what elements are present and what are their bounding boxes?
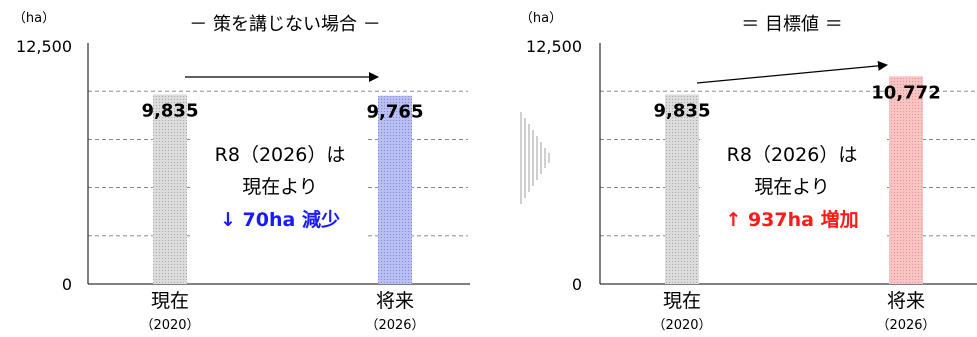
- y-tick-label-max: 12,500: [526, 37, 582, 56]
- unit-label: （ha）: [520, 11, 562, 26]
- value-label-current: 9,835: [654, 100, 711, 121]
- annotation-line1: R8（2026）は: [215, 144, 346, 166]
- unit-label: （ha）: [13, 11, 55, 26]
- y-tick-label-max: 12,500: [16, 37, 72, 56]
- annotation-change: ↑ 937ha 増加: [725, 208, 858, 231]
- y-tick-label-zero: 0: [572, 275, 582, 294]
- chart-title: ＝ 目標値 ＝: [741, 14, 842, 35]
- category-label-future: 将来: [887, 290, 925, 312]
- annotation-change: ↓ 70ha 減少: [220, 208, 340, 231]
- category-year-current: （2020）: [652, 318, 711, 333]
- bar-future: [378, 95, 412, 284]
- chart-title: － 策を講じない場合 －: [189, 14, 380, 35]
- value-label-current: 9,835: [142, 100, 199, 121]
- category-label-current: 現在: [663, 290, 701, 312]
- chart-panel-target: ＝ 目標値 ＝ （ha） 12,500 0 9,835 10,772 現在 （2…: [520, 11, 977, 333]
- category-year-future: （2026）: [365, 318, 424, 333]
- chart-panel-no-measures: － 策を講じない場合 － （ha） 12,500 0 9,835 9,765 現…: [13, 11, 470, 333]
- bar-future: [889, 76, 923, 284]
- category-year-future: （2026）: [876, 318, 935, 333]
- annotation-backdrop: [190, 136, 368, 240]
- bar-current: [153, 94, 187, 285]
- y-tick-label-zero: 0: [62, 275, 72, 294]
- chevron-separator-icon: [520, 112, 550, 204]
- annotation-line2: 現在より: [754, 176, 830, 198]
- value-label-future: 9,765: [367, 102, 424, 123]
- value-label-future: 10,772: [871, 82, 940, 103]
- category-label-current: 現在: [151, 290, 189, 312]
- category-label-future: 将来: [376, 290, 414, 312]
- trend-arrow: [696, 60, 888, 84]
- bar-current: [665, 94, 699, 285]
- annotation-backdrop: [700, 136, 884, 240]
- annotation-line1: R8（2026）は: [727, 144, 858, 166]
- annotation-line2: 現在より: [242, 176, 318, 198]
- category-year-current: （2020）: [140, 318, 199, 333]
